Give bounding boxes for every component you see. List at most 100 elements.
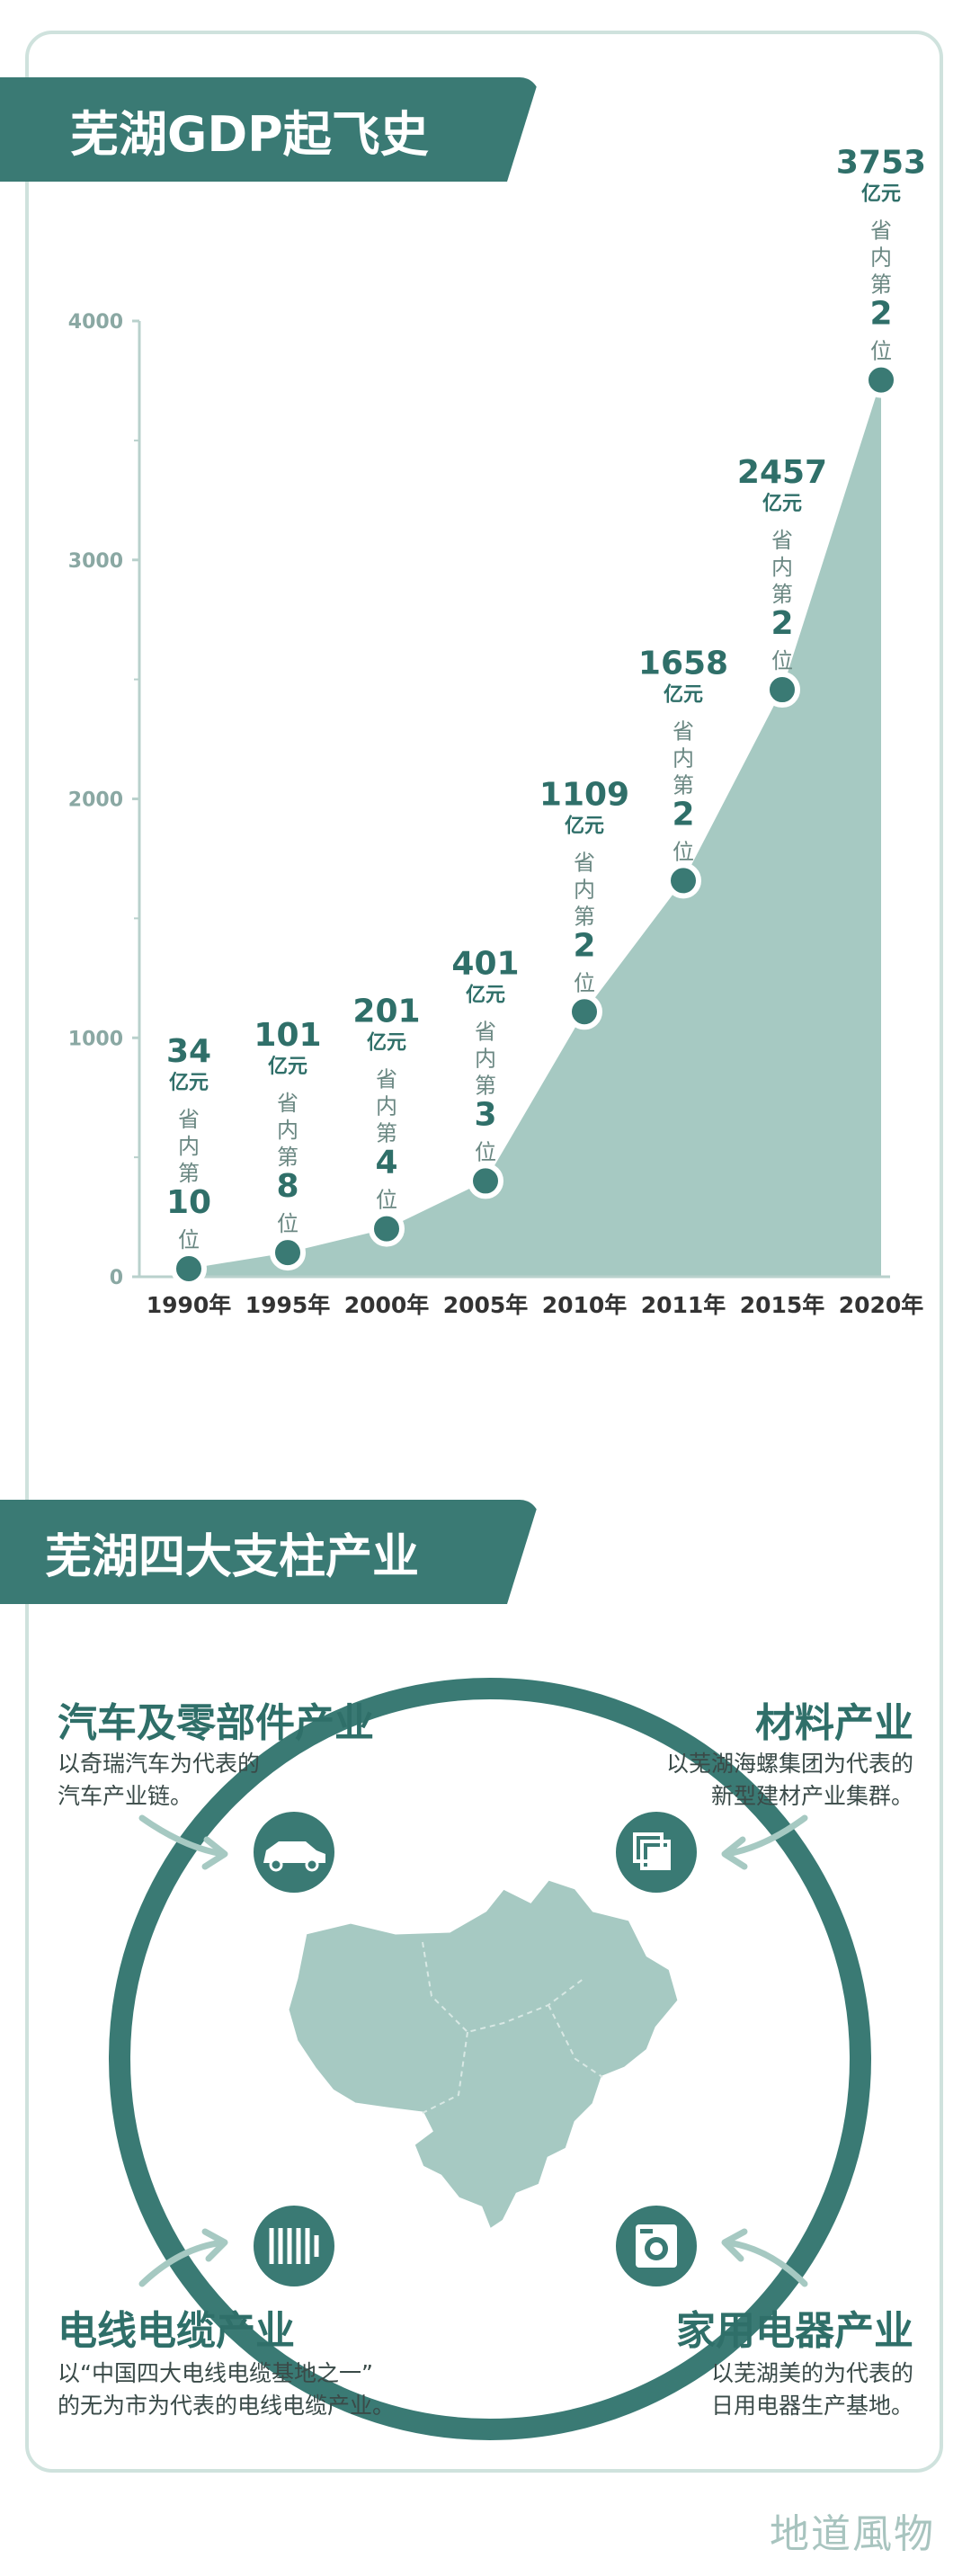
rank-suffix-char: 位 <box>673 839 694 864</box>
data-unit-label: 亿元 <box>169 1072 209 1094</box>
industry-desc-auto: 以奇瑞汽车为代表的 汽车产业链。 <box>58 1751 261 1809</box>
industry-title-appliance: 家用电器产业 <box>676 2308 913 2354</box>
data-value-label: 1658 <box>638 645 728 682</box>
industry-title-auto: 汽车及零部件产业 <box>58 1700 374 1746</box>
x-tick-label: 1995年 <box>245 1292 331 1318</box>
rank-value: 3 <box>474 1096 496 1133</box>
cable-icon <box>269 2228 319 2264</box>
rank-prefix-char: 第 <box>771 582 793 607</box>
data-point <box>566 994 602 1030</box>
building-materials-icon-badge <box>610 1806 702 1898</box>
data-point <box>171 1250 207 1287</box>
rank-prefix-char: 内 <box>574 877 595 902</box>
rank-prefix-char: 第 <box>277 1145 298 1170</box>
y-tick-label: 3000 <box>68 550 123 573</box>
rank-prefix-char: 省 <box>673 718 694 744</box>
rank-value: 8 <box>276 1168 298 1205</box>
data-unit-label: 亿元 <box>664 683 703 706</box>
data-point <box>665 862 701 899</box>
rank-prefix-char: 省 <box>574 850 595 875</box>
gdp-area <box>189 379 881 1277</box>
industry-desc-appliance: 以芜湖美的为代表的 日用电器生产基地。 <box>710 2360 913 2419</box>
data-value-label: 201 <box>352 994 420 1030</box>
x-tick-label: 2011年 <box>641 1292 726 1318</box>
x-tick-label: 2020年 <box>839 1292 924 1318</box>
rank-suffix-char: 位 <box>178 1227 200 1252</box>
rank-prefix-char: 第 <box>178 1161 200 1186</box>
data-unit-label: 亿元 <box>565 815 604 837</box>
data-unit-label: 亿元 <box>268 1056 307 1078</box>
rank-prefix-char: 省 <box>771 528 793 553</box>
data-value-label: 401 <box>451 945 519 982</box>
data-point <box>468 1163 503 1199</box>
rank-prefix-char: 省 <box>376 1067 397 1092</box>
rank-value: 2 <box>573 927 595 964</box>
rank-suffix-char: 位 <box>574 970 595 995</box>
x-tick-label: 2015年 <box>740 1292 825 1318</box>
data-value-label: 3753 <box>836 145 926 182</box>
content-card <box>25 31 943 2473</box>
rank-prefix-char: 内 <box>673 745 694 771</box>
data-value-label: 34 <box>166 1033 211 1070</box>
data-value-label: 1109 <box>539 776 629 813</box>
rank-prefix-char: 省 <box>277 1091 298 1116</box>
industry-section-title: 芜湖四大支柱产业 <box>0 1500 539 1604</box>
gdp-section-title: 芜湖GDP起飞史 <box>0 77 539 182</box>
x-tick-label: 2010年 <box>542 1292 628 1318</box>
x-tick-label: 2005年 <box>443 1292 529 1318</box>
cable-icon-badge <box>248 2200 340 2292</box>
rank-prefix-char: 内 <box>277 1118 298 1143</box>
y-tick-label: 0 <box>110 1267 123 1289</box>
rank-prefix-char: 第 <box>574 904 595 929</box>
rank-value: 2 <box>771 605 793 642</box>
data-value-label: 101 <box>254 1017 321 1054</box>
washing-machine-icon-badge <box>610 2200 702 2292</box>
rank-prefix-char: 省 <box>870 218 892 244</box>
rank-prefix-char: 内 <box>870 245 892 271</box>
industry-title-cable: 电线电缆产业 <box>58 2308 295 2354</box>
wuhu-map-shape <box>286 1877 681 2233</box>
data-unit-label: 亿元 <box>861 183 901 206</box>
rank-prefix-char: 第 <box>870 272 892 298</box>
y-tick-label: 1000 <box>68 1028 123 1050</box>
industry-desc-cable: 以“中国四大电线电缆基地之一” 的无为市为代表的电线电缆产业。 <box>58 2360 396 2419</box>
brand-logo-text: 地道風物 <box>770 2511 935 2557</box>
rank-prefix-char: 省 <box>178 1107 200 1132</box>
data-point <box>764 672 800 709</box>
rank-value: 2 <box>672 796 694 833</box>
rank-prefix-char: 第 <box>376 1121 397 1146</box>
rank-prefix-char: 内 <box>771 555 793 580</box>
rank-prefix-char: 省 <box>475 1019 496 1044</box>
rank-prefix-char: 内 <box>178 1134 200 1159</box>
rank-suffix-char: 位 <box>771 648 793 673</box>
x-tick-label: 1990年 <box>147 1292 232 1318</box>
rank-suffix-char: 位 <box>277 1211 298 1236</box>
y-tick-label: 4000 <box>68 311 123 334</box>
y-tick-label: 2000 <box>68 789 123 812</box>
data-unit-label: 亿元 <box>466 984 505 1006</box>
industry-desc-materials: 以芜湖海螺集团为代表的 新型建材产业集群。 <box>665 1751 913 1809</box>
car-icon-badge <box>248 1806 340 1898</box>
rank-value: 2 <box>869 296 892 333</box>
data-point <box>863 361 899 398</box>
rank-suffix-char: 位 <box>475 1139 496 1164</box>
industry-ring <box>109 1678 871 2440</box>
data-unit-label: 亿元 <box>367 1032 406 1055</box>
rank-suffix-char: 位 <box>870 339 892 364</box>
rank-prefix-char: 内 <box>376 1094 397 1119</box>
gdp-chart: 0 1000 2000 3000 4000 1990年 1995年 2000年 2005年 201… <box>68 145 926 1318</box>
data-value-label: 2457 <box>737 454 827 491</box>
rank-prefix-char: 第 <box>673 772 694 798</box>
building-materials-icon <box>633 1832 671 1870</box>
rank-prefix-char: 内 <box>475 1046 496 1071</box>
data-point <box>369 1210 405 1247</box>
data-unit-label: 亿元 <box>762 493 802 515</box>
rank-suffix-char: 位 <box>376 1188 397 1213</box>
washing-machine-icon <box>636 2224 677 2268</box>
x-tick-label: 2000年 <box>344 1292 430 1318</box>
rank-value: 10 <box>166 1184 211 1221</box>
rank-value: 4 <box>375 1145 397 1181</box>
industry-title-materials: 材料产业 <box>755 1700 913 1746</box>
rank-prefix-char: 第 <box>475 1073 496 1098</box>
